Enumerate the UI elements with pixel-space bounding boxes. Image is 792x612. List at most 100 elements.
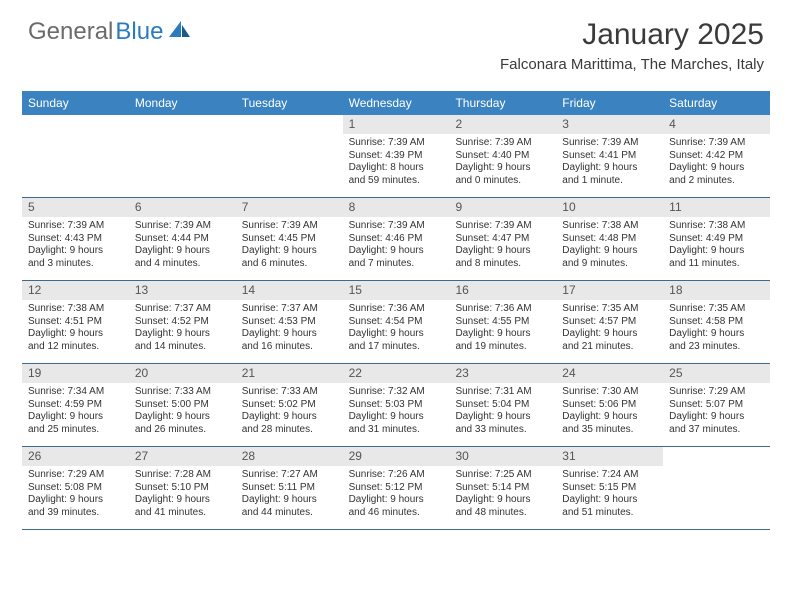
day-detail-line: Daylight: 9 hours <box>455 494 550 507</box>
calendar-day: 26Sunrise: 7:29 AMSunset: 5:08 PMDayligh… <box>22 447 129 529</box>
day-details: Sunrise: 7:29 AMSunset: 5:08 PMDaylight:… <box>22 466 129 523</box>
day-number: 6 <box>129 198 236 217</box>
day-detail-line: and 28 minutes. <box>242 424 337 437</box>
day-number: 11 <box>663 198 770 217</box>
day-details: Sunrise: 7:36 AMSunset: 4:54 PMDaylight:… <box>343 300 450 357</box>
day-detail-line: Sunset: 4:44 PM <box>135 233 230 246</box>
day-detail-line: Sunrise: 7:39 AM <box>562 137 657 150</box>
day-detail-line: Sunset: 4:40 PM <box>455 150 550 163</box>
day-detail-line: Sunset: 4:42 PM <box>669 150 764 163</box>
day-detail-line: and 16 minutes. <box>242 341 337 354</box>
day-detail-line: and 59 minutes. <box>349 175 444 188</box>
day-detail-line: and 9 minutes. <box>562 258 657 271</box>
day-number: 24 <box>556 364 663 383</box>
day-detail-line: Daylight: 9 hours <box>562 328 657 341</box>
day-detail-line: and 35 minutes. <box>562 424 657 437</box>
day-detail-line: and 1 minute. <box>562 175 657 188</box>
day-header-friday: Friday <box>556 91 663 115</box>
day-detail-line: Sunset: 5:14 PM <box>455 482 550 495</box>
day-detail-line: Sunrise: 7:28 AM <box>135 469 230 482</box>
day-number: 9 <box>449 198 556 217</box>
day-details: Sunrise: 7:25 AMSunset: 5:14 PMDaylight:… <box>449 466 556 523</box>
day-detail-line: Daylight: 9 hours <box>669 245 764 258</box>
calendar-day: 8Sunrise: 7:39 AMSunset: 4:46 PMDaylight… <box>343 198 450 280</box>
day-detail-line: Daylight: 9 hours <box>242 245 337 258</box>
calendar-day: 25Sunrise: 7:29 AMSunset: 5:07 PMDayligh… <box>663 364 770 446</box>
day-detail-line: Daylight: 9 hours <box>562 494 657 507</box>
day-detail-line: Sunset: 4:52 PM <box>135 316 230 329</box>
day-header-monday: Monday <box>129 91 236 115</box>
day-detail-line: Sunset: 4:43 PM <box>28 233 123 246</box>
day-detail-line: Sunrise: 7:38 AM <box>28 303 123 316</box>
calendar-day: 15Sunrise: 7:36 AMSunset: 4:54 PMDayligh… <box>343 281 450 363</box>
day-detail-line: and 0 minutes. <box>455 175 550 188</box>
day-detail-line: and 8 minutes. <box>455 258 550 271</box>
day-detail-line: Sunset: 5:08 PM <box>28 482 123 495</box>
day-details: Sunrise: 7:39 AMSunset: 4:39 PMDaylight:… <box>343 134 450 191</box>
calendar-day: 4Sunrise: 7:39 AMSunset: 4:42 PMDaylight… <box>663 115 770 197</box>
day-detail-line: and 11 minutes. <box>669 258 764 271</box>
day-detail-line: Sunrise: 7:35 AM <box>669 303 764 316</box>
calendar-week: 26Sunrise: 7:29 AMSunset: 5:08 PMDayligh… <box>22 447 770 530</box>
month-title: January 2025 <box>500 18 764 52</box>
day-detail-line: Sunrise: 7:29 AM <box>28 469 123 482</box>
day-detail-line: Sunset: 4:39 PM <box>349 150 444 163</box>
day-detail-line: Daylight: 9 hours <box>455 328 550 341</box>
day-detail-line: and 25 minutes. <box>28 424 123 437</box>
day-details: Sunrise: 7:29 AMSunset: 5:07 PMDaylight:… <box>663 383 770 440</box>
day-number: 25 <box>663 364 770 383</box>
day-detail-line: Daylight: 9 hours <box>669 328 764 341</box>
day-detail-line: Sunset: 4:57 PM <box>562 316 657 329</box>
day-details: Sunrise: 7:39 AMSunset: 4:42 PMDaylight:… <box>663 134 770 191</box>
day-details: Sunrise: 7:31 AMSunset: 5:04 PMDaylight:… <box>449 383 556 440</box>
day-detail-line: and 23 minutes. <box>669 341 764 354</box>
day-detail-line: Sunset: 5:12 PM <box>349 482 444 495</box>
day-detail-line: Sunrise: 7:29 AM <box>669 386 764 399</box>
day-detail-line: Sunset: 4:48 PM <box>562 233 657 246</box>
day-detail-line: Sunset: 4:51 PM <box>28 316 123 329</box>
day-number: 29 <box>343 447 450 466</box>
day-detail-line: Sunrise: 7:39 AM <box>28 220 123 233</box>
calendar-day: 11Sunrise: 7:38 AMSunset: 4:49 PMDayligh… <box>663 198 770 280</box>
day-detail-line: Daylight: 9 hours <box>669 411 764 424</box>
day-detail-line: and 3 minutes. <box>28 258 123 271</box>
day-detail-line: Daylight: 9 hours <box>135 411 230 424</box>
logo-text-blue: Blue <box>115 18 163 46</box>
calendar-day: 19Sunrise: 7:34 AMSunset: 4:59 PMDayligh… <box>22 364 129 446</box>
calendar-day: 10Sunrise: 7:38 AMSunset: 4:48 PMDayligh… <box>556 198 663 280</box>
day-detail-line: and 33 minutes. <box>455 424 550 437</box>
day-detail-line: Daylight: 9 hours <box>28 328 123 341</box>
calendar-day: 7Sunrise: 7:39 AMSunset: 4:45 PMDaylight… <box>236 198 343 280</box>
day-detail-line: and 39 minutes. <box>28 507 123 520</box>
day-details: Sunrise: 7:33 AMSunset: 5:00 PMDaylight:… <box>129 383 236 440</box>
day-detail-line: Sunset: 4:58 PM <box>669 316 764 329</box>
day-detail-line: Sunrise: 7:34 AM <box>28 386 123 399</box>
day-detail-line: Sunset: 4:47 PM <box>455 233 550 246</box>
day-details: Sunrise: 7:26 AMSunset: 5:12 PMDaylight:… <box>343 466 450 523</box>
day-detail-line: Sunset: 5:06 PM <box>562 399 657 412</box>
day-detail-line: Sunrise: 7:30 AM <box>562 386 657 399</box>
day-detail-line: Sunrise: 7:31 AM <box>455 386 550 399</box>
day-details <box>129 119 236 126</box>
day-header-saturday: Saturday <box>663 91 770 115</box>
day-detail-line: and 46 minutes. <box>349 507 444 520</box>
day-detail-line: Sunrise: 7:32 AM <box>349 386 444 399</box>
day-details: Sunrise: 7:38 AMSunset: 4:49 PMDaylight:… <box>663 217 770 274</box>
day-number: 27 <box>129 447 236 466</box>
day-detail-line: Daylight: 9 hours <box>242 494 337 507</box>
day-detail-line: Daylight: 9 hours <box>242 411 337 424</box>
day-detail-line: Sunset: 4:59 PM <box>28 399 123 412</box>
calendar-day: 1Sunrise: 7:39 AMSunset: 4:39 PMDaylight… <box>343 115 450 197</box>
day-detail-line: Sunset: 4:49 PM <box>669 233 764 246</box>
day-detail-line: Sunrise: 7:38 AM <box>562 220 657 233</box>
calendar-day <box>663 447 770 529</box>
day-detail-line: Daylight: 9 hours <box>562 162 657 175</box>
day-header-tuesday: Tuesday <box>236 91 343 115</box>
day-detail-line: and 21 minutes. <box>562 341 657 354</box>
day-detail-line: Sunset: 5:03 PM <box>349 399 444 412</box>
calendar-day: 22Sunrise: 7:32 AMSunset: 5:03 PMDayligh… <box>343 364 450 446</box>
day-details: Sunrise: 7:37 AMSunset: 4:52 PMDaylight:… <box>129 300 236 357</box>
day-details: Sunrise: 7:35 AMSunset: 4:57 PMDaylight:… <box>556 300 663 357</box>
day-detail-line: Sunset: 4:55 PM <box>455 316 550 329</box>
day-detail-line: Daylight: 9 hours <box>28 494 123 507</box>
